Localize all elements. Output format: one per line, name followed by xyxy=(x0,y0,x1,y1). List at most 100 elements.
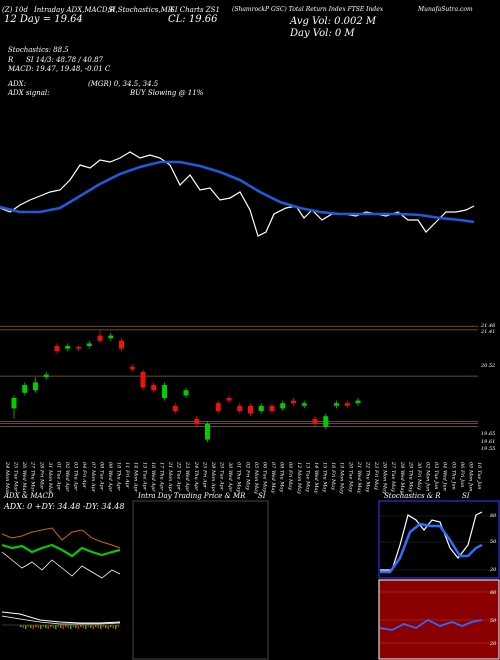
price-level-label: 20.52 xyxy=(481,363,496,369)
macd-histogram-bar xyxy=(90,625,92,628)
stoch-level-label: 50 xyxy=(490,539,497,545)
x-axis-label: 07 Wed May xyxy=(270,462,276,494)
x-axis-label: 06 Fri Jun xyxy=(459,462,465,487)
candle-body xyxy=(205,424,210,440)
macd-histogram-bar xyxy=(110,625,112,627)
x-axis-label: 20 Tue May xyxy=(347,461,353,492)
x-axis-label: 14 Mon Apr xyxy=(133,462,139,493)
candles xyxy=(11,330,361,443)
x-axis-label: 04 Wed Jun xyxy=(442,462,448,491)
indicator-lines xyxy=(0,151,475,237)
candle-body xyxy=(258,405,264,411)
macd-histogram-bar xyxy=(27,625,29,627)
stoch-d-line xyxy=(380,522,483,574)
x-axis-label: 19 Mon May xyxy=(339,462,345,494)
x-axis-label: 05 Thu Jun xyxy=(450,462,456,490)
x-axis-label: 10 Thu Apr xyxy=(116,462,122,491)
rsi-text: SI 14/3: 48.78 / 40.87 xyxy=(26,56,103,64)
x-axis-label: 10 Tue Jun xyxy=(476,462,482,490)
candle-body xyxy=(312,418,318,424)
macd-histogram-bar xyxy=(87,625,89,627)
x-axis-label: 16 Fri May xyxy=(330,462,336,490)
x-axis-label: 17 Thu Apr xyxy=(158,462,164,491)
macd-histogram-bar xyxy=(77,625,79,629)
candle-body xyxy=(22,385,28,393)
macd-histogram-bar xyxy=(112,625,114,628)
macd-histogram-bar xyxy=(72,625,74,627)
macd-histogram-bar xyxy=(82,625,84,628)
x-axis-label: 13 Tue May xyxy=(304,462,310,492)
macd-histogram-bar xyxy=(105,625,107,628)
macd-histogram-bar xyxy=(67,625,69,628)
candle-body xyxy=(119,340,124,349)
x-axis-label: 21 Wed May xyxy=(356,461,362,494)
x-axis-label: 03 Tue Jun xyxy=(433,462,439,490)
macd-histogram-bar xyxy=(115,625,117,629)
x-axis-label: 01 Thu May xyxy=(236,462,242,492)
x-axis-label: 30 Wed Apr xyxy=(227,462,233,492)
moving-average-line xyxy=(0,160,475,224)
adx-line xyxy=(1,551,121,579)
x-axis-label: 09 Wed Apr xyxy=(107,462,113,492)
candle-body xyxy=(86,343,92,346)
header-day-vol: Day Vol: 0 M xyxy=(290,28,355,39)
header-avg-vol: Avg Vol: 0.002 M xyxy=(290,16,377,27)
x-axis-label: 24 Mon Mar xyxy=(4,461,10,494)
x-axis-label: 25 Fri Apr xyxy=(201,461,207,489)
macd-histogram-bar xyxy=(45,625,47,628)
adx-plus-line xyxy=(1,543,121,558)
header-line1-left: (Z) 10d xyxy=(2,6,28,14)
price-level-label: 19.65 xyxy=(481,431,496,437)
x-axis-label: 28 Wed May xyxy=(399,461,405,494)
macd-histogram-bar xyxy=(117,625,119,627)
x-axis-label: 22 Thu May xyxy=(364,461,370,492)
header-close: CL: 19.66 xyxy=(168,14,218,25)
candle-body xyxy=(108,335,114,339)
r-text: R xyxy=(8,56,14,64)
macd-histogram-bar xyxy=(97,625,99,628)
candle-body xyxy=(183,390,189,396)
rsi-line xyxy=(379,618,483,631)
macd-histogram-bar xyxy=(102,625,104,627)
price-level-label: 19.55 xyxy=(481,446,496,452)
x-axis-label: 27 Thu Mar xyxy=(30,461,36,492)
candle-body xyxy=(248,405,253,414)
stoch-level-label: 20 xyxy=(490,567,497,573)
intraday-panel-si: SI xyxy=(258,492,266,500)
price-line xyxy=(0,151,475,237)
candle-body xyxy=(97,335,103,341)
candle-body xyxy=(194,418,200,424)
macd-text: MACD: 19.47, 19.48, -0.01 C xyxy=(8,65,111,73)
intraday-panel-frame xyxy=(132,500,269,660)
adx-values-text: (MGR) 0, 34.5, 34.5 xyxy=(88,80,159,88)
rsi-level-label: 80 xyxy=(490,590,497,596)
candle-body xyxy=(291,400,296,404)
macd-histogram-bar xyxy=(100,625,102,629)
candle-body xyxy=(226,398,232,401)
candle-body xyxy=(237,405,243,411)
rsi-level-label: 50 xyxy=(490,618,497,624)
adx-panel-title: ADX & MACD xyxy=(4,492,54,500)
x-axis-labels: 24 Mon Mar 25 Tue Mar 26 Wed Mar 27 Thu Mar… xyxy=(4,461,482,494)
x-axis-label: 04 Fri Apr xyxy=(81,462,87,489)
candle-body xyxy=(54,346,60,352)
stoch-k-line xyxy=(380,511,483,571)
candle-body xyxy=(65,346,71,349)
macd-histogram-bar xyxy=(25,625,27,629)
rsi-panel-frame xyxy=(378,579,500,660)
x-axis-label: 05 Mon May xyxy=(253,462,259,494)
candle-body xyxy=(280,403,286,409)
candle-body xyxy=(323,416,329,427)
x-axis-label: 25 Tue Mar xyxy=(13,461,19,492)
candle-body xyxy=(129,366,135,370)
x-axis-label: 29 Thu May xyxy=(407,461,413,492)
header-line1-b: SI,Stochastics,MR xyxy=(108,6,174,14)
candle-body xyxy=(33,382,38,391)
macd-histogram-bar xyxy=(62,625,64,629)
x-axis-label: 15 Thu May xyxy=(322,462,328,492)
x-axis-label: 27 Tue May xyxy=(390,461,396,492)
macd-line xyxy=(1,611,121,624)
macd-histogram-bar xyxy=(50,625,52,627)
x-axis-label: 06 Tue May xyxy=(261,462,267,492)
x-axis-label: 09 Fri May xyxy=(287,462,293,490)
